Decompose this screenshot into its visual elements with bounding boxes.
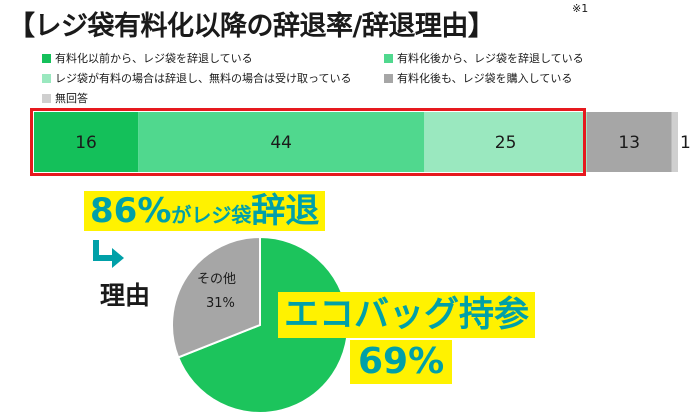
- legend-label: 有料化以前から、レジ袋を辞退している: [55, 52, 253, 65]
- bar-segment: [34, 112, 139, 172]
- pie-other-percent: 31%: [206, 296, 235, 311]
- eco-bag-percent: 69%: [350, 340, 453, 384]
- pie-slice: [176, 235, 349, 414]
- pie-other-label: その他: [197, 272, 237, 287]
- bar-value-label: 44: [270, 133, 292, 153]
- bar-value-label: 13: [618, 133, 640, 153]
- legend-item-after: 有料化後から、レジ袋を辞退している: [384, 50, 584, 66]
- bar-value-label: 16: [75, 133, 97, 153]
- footnote-mark: ※1: [572, 2, 589, 15]
- legend-swatch: [384, 73, 393, 83]
- stacked-bar-chart: 16 44 25 13 1: [34, 112, 691, 172]
- bar-segment: [586, 112, 672, 172]
- pie-slice: [171, 235, 261, 359]
- legend-item-no-answer: 無回答: [42, 90, 88, 106]
- legend-label: 有料化後も、レジ袋を購入している: [397, 72, 573, 85]
- bar-segment: [424, 112, 587, 172]
- headline-particle: が: [171, 203, 192, 227]
- pie-chart: [171, 235, 349, 414]
- bar-value-label: 1: [680, 133, 691, 153]
- legend-item-before: 有料化以前から、レジ袋を辞退している: [42, 50, 253, 66]
- legend-item-conditional: レジ袋が有料の場合は辞退し、無料の場合は受け取っている: [42, 70, 351, 86]
- headline-callout: 86%がレジ袋辞退: [84, 191, 326, 231]
- headline-percent: 86%: [90, 191, 172, 231]
- legend-item-buy: 有料化後も、レジ袋を購入している: [384, 70, 572, 86]
- legend-label: 無回答: [55, 92, 88, 105]
- turn-right-arrow-icon: [93, 240, 124, 268]
- eco-bag-callout: エコバッグ持参: [278, 292, 536, 338]
- legend-swatch: [42, 73, 51, 83]
- bar-segment: [671, 112, 678, 172]
- bar-value-label: 25: [495, 133, 517, 153]
- reason-label: 理由: [100, 281, 151, 310]
- bar-segment: [138, 112, 425, 172]
- headline-bag: レジ袋: [191, 203, 252, 227]
- chart-title: 【レジ袋有料化以降の辞退率/辞退理由】: [8, 11, 495, 42]
- legend-label: レジ袋が有料の場合は辞退し、無料の場合は受け取っている: [55, 72, 352, 85]
- legend-swatch: [384, 53, 393, 63]
- legend-swatch: [42, 53, 51, 63]
- highlight-frame: [30, 108, 586, 176]
- legend-label: 有料化後から、レジ袋を辞退している: [397, 52, 584, 65]
- headline-decline: 辞退: [251, 191, 320, 231]
- legend-swatch: [42, 93, 51, 103]
